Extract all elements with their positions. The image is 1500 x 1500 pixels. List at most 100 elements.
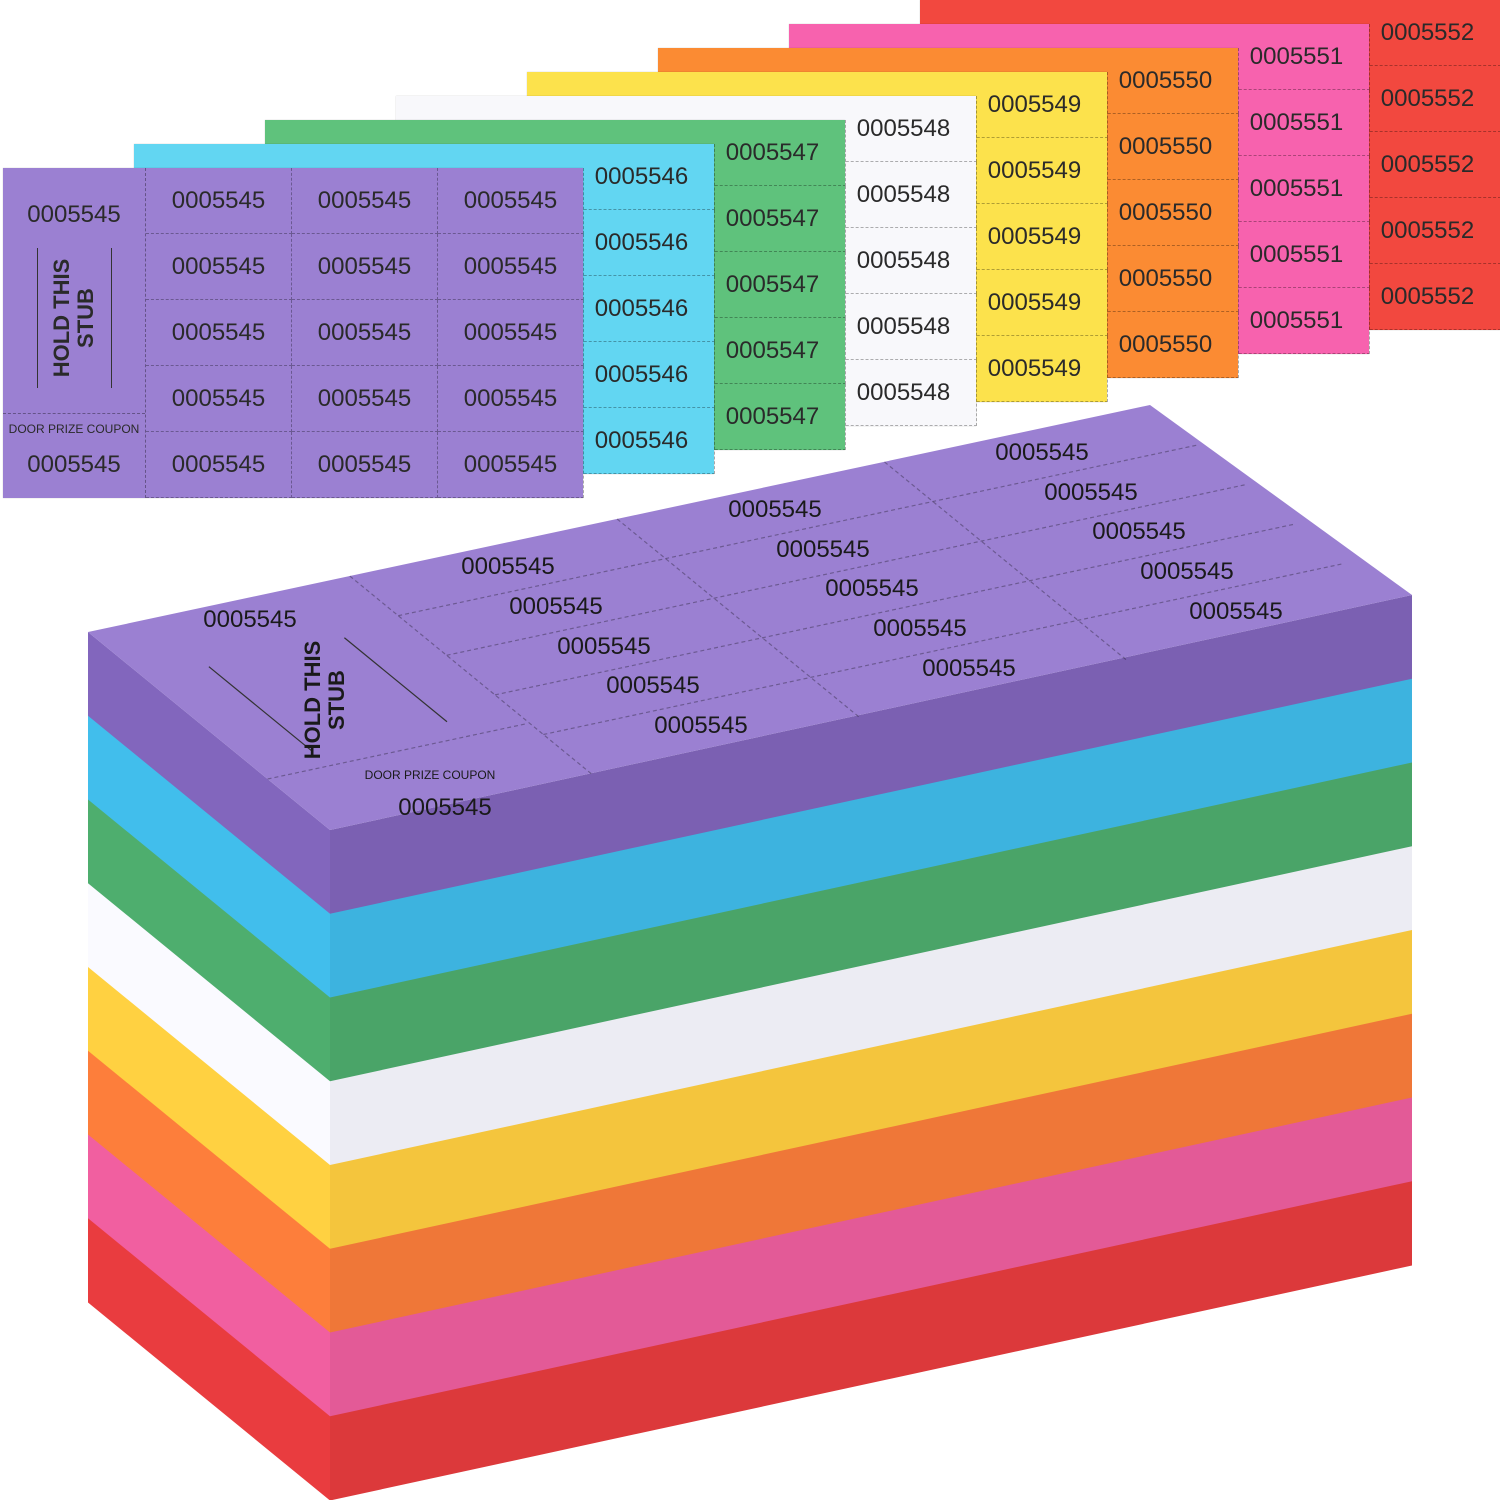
stack-front-band-green bbox=[330, 762, 1412, 1082]
ticket: 0005547 bbox=[700, 318, 846, 384]
ticket: 0005549 bbox=[962, 204, 1108, 270]
coupon-number: 0005545 bbox=[398, 794, 492, 821]
ticket: 0005545 bbox=[146, 234, 292, 300]
perforation bbox=[884, 461, 1127, 661]
ticket: 0005545 bbox=[1044, 479, 1138, 506]
ticket: 0005545 bbox=[557, 633, 651, 660]
ticket: 0005545 bbox=[146, 366, 292, 432]
perforation bbox=[616, 518, 860, 718]
ticket-sheet-purple: 0005545 HOLD THIS STUB DOOR PRIZE COUPON 00… bbox=[3, 168, 584, 498]
ticket: 0005551 bbox=[1224, 222, 1370, 288]
door-prize-coupon-label: DOOR PRIZE COUPON bbox=[8, 422, 140, 436]
stack-front-band-yellow bbox=[330, 930, 1412, 1250]
stack-left-band-purple bbox=[88, 632, 330, 915]
ticket: 0005545 bbox=[438, 234, 584, 300]
ticket-stub: 0005545 HOLD THIS STUB DOOR PRIZE COUPON 00… bbox=[3, 168, 146, 498]
stack-front-band-pink bbox=[330, 1097, 1412, 1417]
ticket: 0005550 bbox=[1093, 246, 1239, 312]
door-prize-coupon-label: DOOR PRIZE COUPON bbox=[364, 768, 496, 782]
stack-left-band-red bbox=[88, 1218, 330, 1500]
ticket: 0005546 bbox=[569, 210, 715, 276]
ticket: 0005551 bbox=[1224, 156, 1370, 222]
ticket: 0005552 bbox=[1355, 264, 1500, 330]
ticket: 0005546 bbox=[569, 342, 715, 408]
ticket: 0005552 bbox=[1355, 66, 1500, 132]
stack-left-band-green bbox=[88, 799, 330, 1082]
stack-left-band-yellow bbox=[88, 967, 330, 1250]
ticket: 0005545 bbox=[292, 366, 438, 432]
ticket: 0005552 bbox=[1355, 198, 1500, 264]
ticket: 0005545 bbox=[146, 168, 292, 234]
stack-front-band-white bbox=[330, 846, 1412, 1166]
ticket: 0005550 bbox=[1093, 48, 1239, 114]
ticket: 0005545 bbox=[461, 553, 555, 580]
ticket: 0005548 bbox=[831, 294, 977, 360]
ticket: 0005545 bbox=[292, 168, 438, 234]
ticket: 0005545 bbox=[1189, 598, 1283, 625]
perforation bbox=[3, 413, 145, 414]
ticket: 0005545 bbox=[776, 536, 870, 563]
ticket: 0005545 bbox=[438, 432, 584, 498]
ticket: 0005550 bbox=[1093, 114, 1239, 180]
ticket: 0005545 bbox=[995, 439, 1089, 466]
ticket: 0005545 bbox=[654, 712, 748, 739]
ticket: 0005548 bbox=[831, 96, 977, 162]
coupon-number: 0005545 bbox=[27, 451, 121, 478]
perforation bbox=[446, 483, 1247, 656]
ticket: 0005545 bbox=[438, 300, 584, 366]
ticket: 0005545 bbox=[728, 496, 822, 523]
ticket: 0005547 bbox=[700, 384, 846, 450]
stack-left-band-cyan bbox=[88, 715, 330, 998]
perforation bbox=[398, 444, 1199, 617]
ticket: 0005552 bbox=[1355, 0, 1500, 66]
ticket: 0005549 bbox=[962, 138, 1108, 204]
perforation bbox=[349, 575, 593, 775]
stack-top-face bbox=[88, 405, 1412, 830]
hold-this-stub-label: HOLD THIS STUB bbox=[300, 640, 349, 760]
ticket: 0005546 bbox=[569, 408, 715, 474]
ticket: 0005551 bbox=[1224, 90, 1370, 156]
ticket: 0005545 bbox=[438, 168, 584, 234]
stub-number: 0005545 bbox=[203, 606, 297, 633]
ticket: 0005545 bbox=[1092, 518, 1186, 545]
stack-left-band-white bbox=[88, 883, 330, 1166]
ticket: 0005545 bbox=[146, 300, 292, 366]
ticket: 0005549 bbox=[962, 72, 1108, 138]
stub-divider bbox=[344, 637, 448, 723]
ticket: 0005547 bbox=[700, 252, 846, 318]
ticket: 0005546 bbox=[569, 144, 715, 210]
ticket: 0005545 bbox=[292, 234, 438, 300]
ticket: 0005548 bbox=[831, 162, 977, 228]
ticket: 0005551 bbox=[1224, 24, 1370, 90]
stack-left-band-pink bbox=[88, 1134, 330, 1417]
ticket: 0005545 bbox=[606, 672, 700, 699]
ticket: 0005545 bbox=[509, 593, 603, 620]
ticket: 0005552 bbox=[1355, 132, 1500, 198]
ticket: 0005545 bbox=[292, 300, 438, 366]
ticket: 0005549 bbox=[962, 336, 1108, 402]
ticket: 0005550 bbox=[1093, 312, 1239, 378]
stack-front-band-purple bbox=[330, 595, 1412, 915]
ticket: 0005545 bbox=[873, 615, 967, 642]
perforation bbox=[494, 523, 1296, 696]
ticket: 0005547 bbox=[700, 120, 846, 186]
ticket: 0005545 bbox=[825, 575, 919, 602]
ticket: 0005545 bbox=[146, 432, 292, 498]
ticket: 0005547 bbox=[700, 186, 846, 252]
stack-left-band-orange bbox=[88, 1050, 330, 1333]
stub-divider bbox=[37, 248, 38, 388]
perforation bbox=[267, 722, 528, 780]
stub-divider bbox=[111, 248, 112, 388]
ticket: 0005545 bbox=[922, 655, 1016, 682]
stack-front-band-orange bbox=[330, 1013, 1412, 1333]
ticket: 0005545 bbox=[292, 432, 438, 498]
stack-front-band-cyan bbox=[330, 678, 1412, 998]
ticket: 0005548 bbox=[831, 360, 977, 426]
ticket: 0005545 bbox=[1140, 558, 1234, 585]
stub-divider bbox=[208, 666, 312, 752]
ticket: 0005548 bbox=[831, 228, 977, 294]
stack-front-band-red bbox=[330, 1181, 1412, 1500]
